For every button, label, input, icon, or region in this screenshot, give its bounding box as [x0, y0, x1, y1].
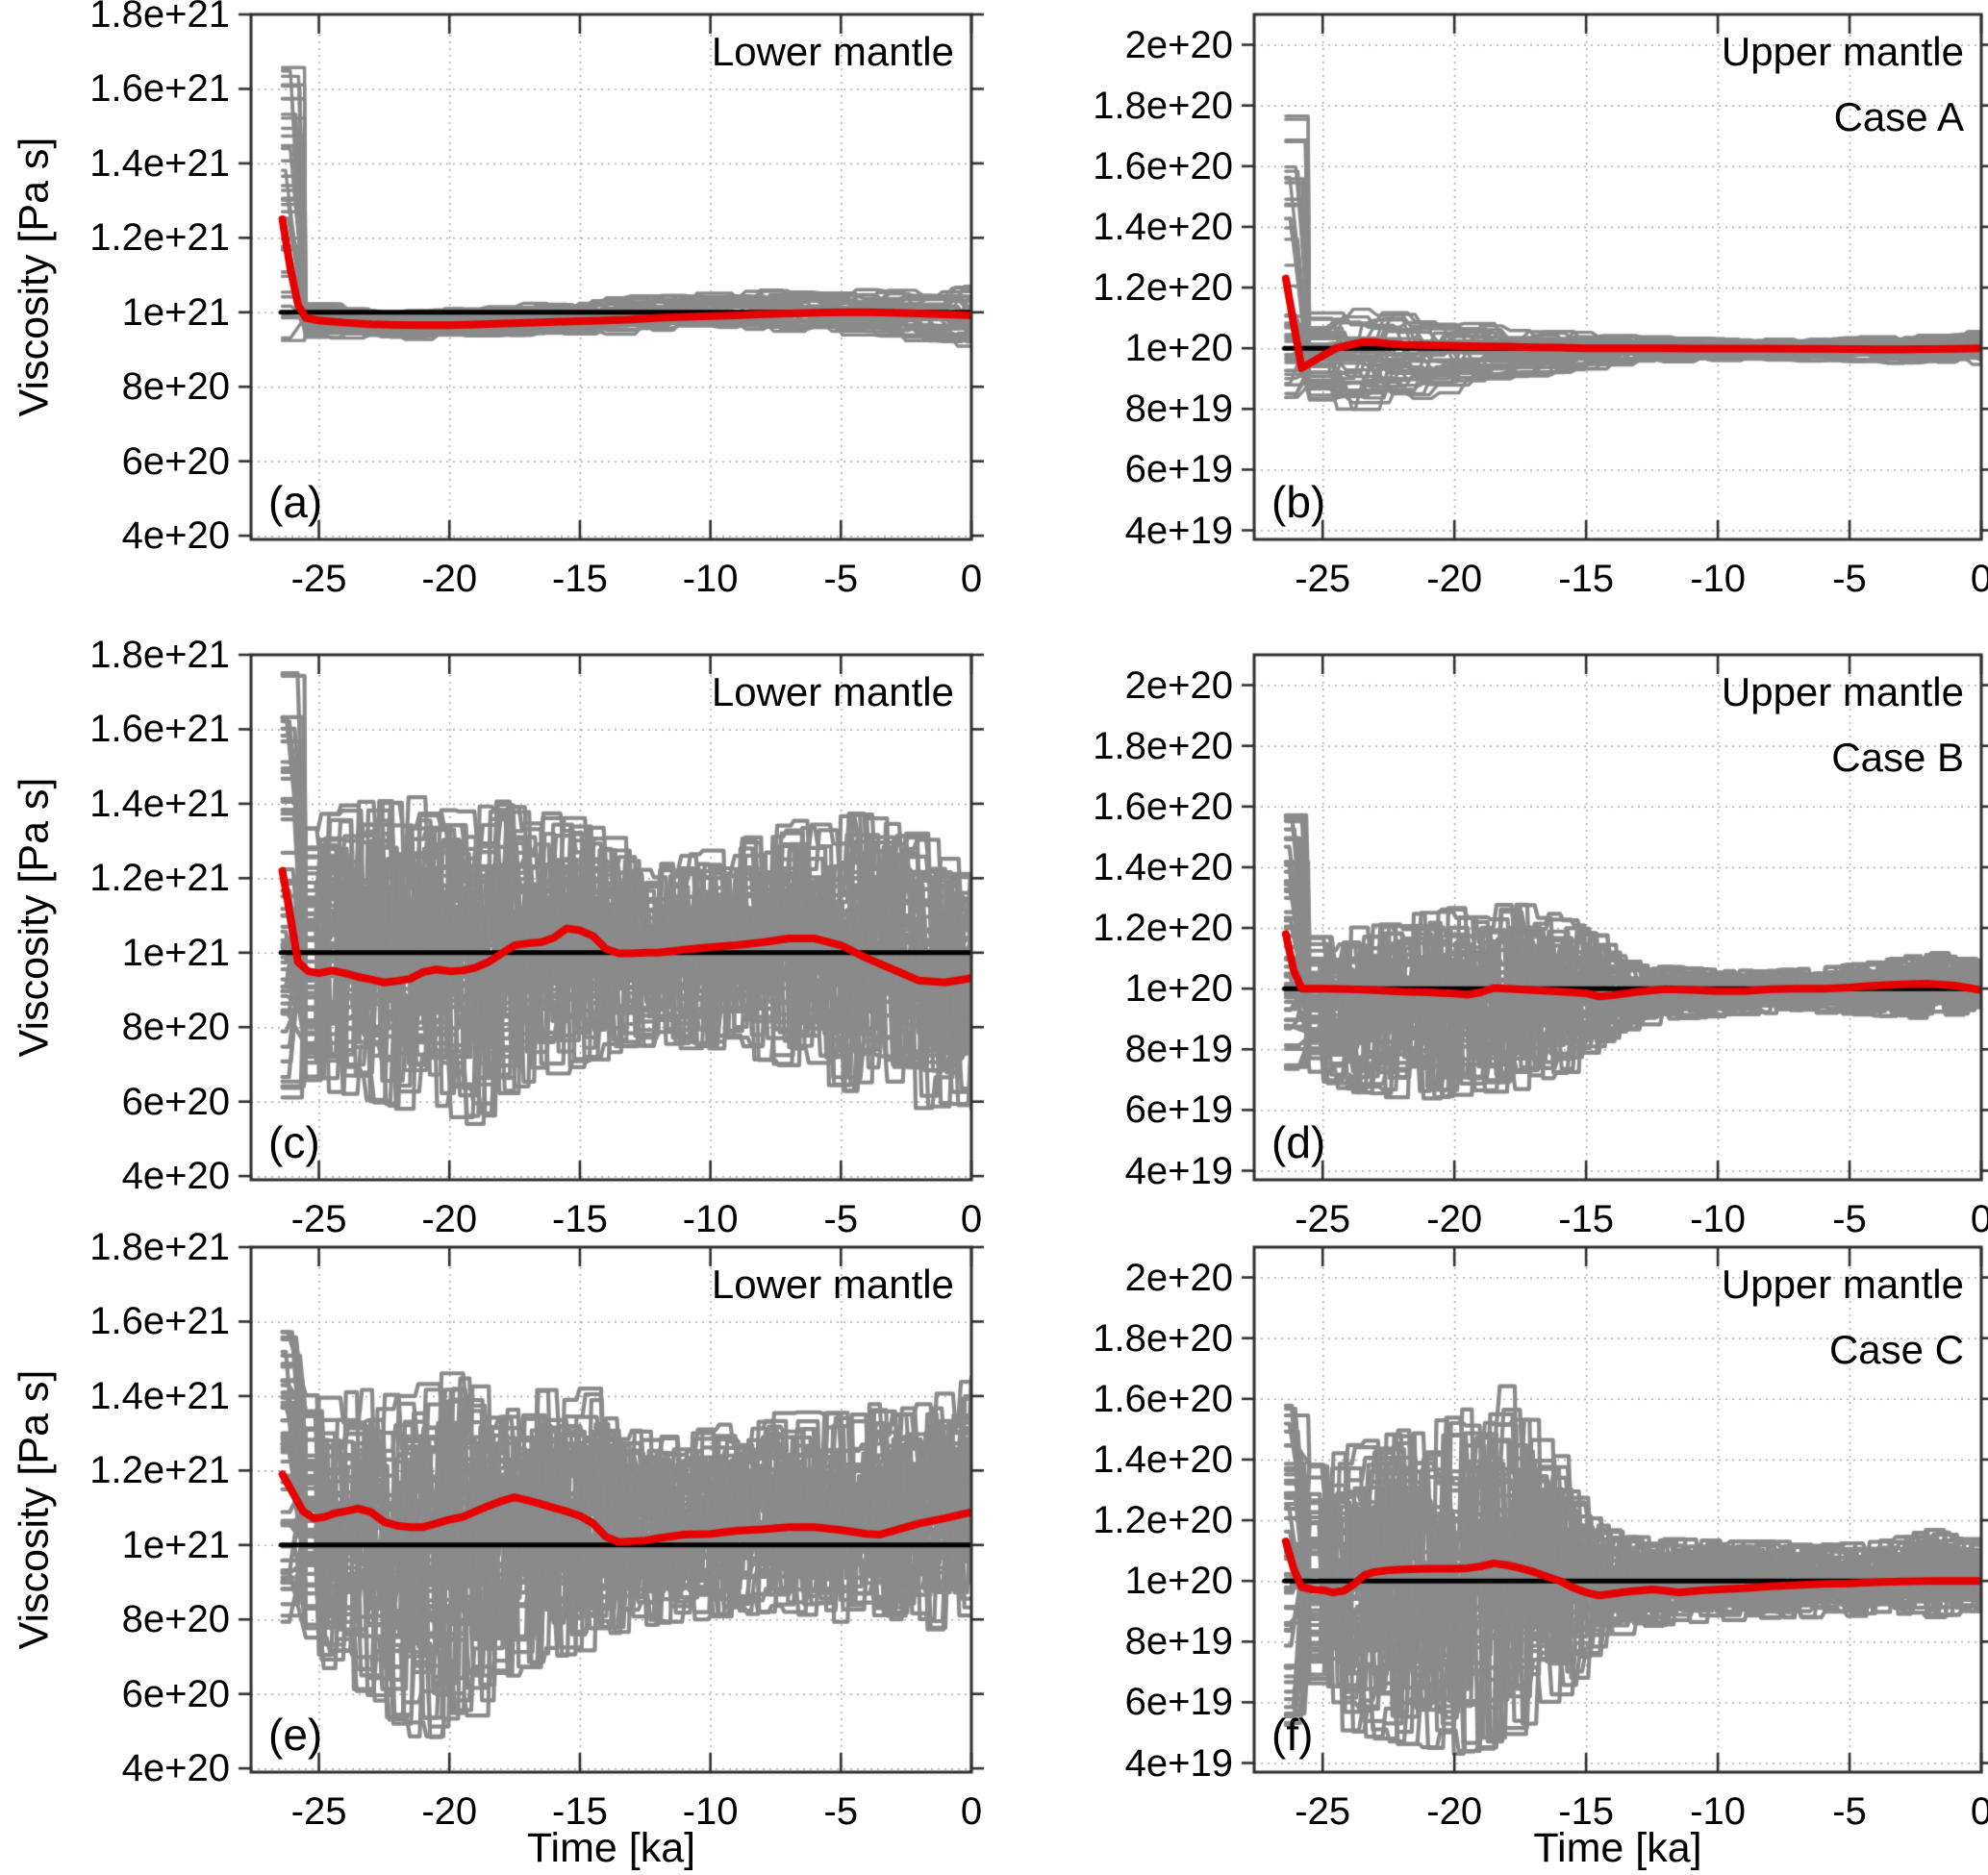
y-tick-label: 1e+21	[121, 290, 230, 334]
y-tick-label: 2e+20	[1124, 663, 1233, 707]
y-axis-title: Viscosity [Pa s]	[11, 1369, 58, 1650]
y-tick-label: 1.4e+21	[89, 1374, 230, 1417]
y-tick-label: 4e+19	[1124, 509, 1233, 552]
x-tick-label: -20	[421, 558, 478, 600]
x-tick-label: 0	[1970, 1790, 1988, 1833]
x-tick-label: -10	[1690, 1790, 1746, 1833]
y-axis-title: Viscosity [Pa s]	[11, 777, 58, 1058]
y-tick-label: 1.2e+21	[89, 1449, 230, 1492]
x-tick-label: -5	[1832, 558, 1867, 600]
x-tick-label: -10	[1690, 558, 1746, 600]
y-tick-label: 1.8e+20	[1093, 1316, 1233, 1360]
y-tick-label: 8e+19	[1124, 1028, 1233, 1071]
y-tick-label: 1.2e+21	[89, 857, 230, 900]
x-tick-label: -20	[1426, 1790, 1483, 1833]
x-tick-label: -15	[552, 1790, 608, 1833]
y-tick-label: 1.8e+20	[1093, 84, 1233, 127]
x-tick-label: -25	[1295, 558, 1351, 600]
x-tick-label: -5	[823, 1790, 859, 1833]
y-tick-label: 1.2e+21	[89, 216, 230, 260]
x-tick-label: 0	[1970, 558, 1988, 600]
y-tick-label: 1.4e+20	[1093, 205, 1233, 248]
x-tick-label: -10	[682, 1198, 739, 1240]
x-tick-label: -25	[1295, 1198, 1351, 1240]
y-tick-label: 2e+20	[1124, 23, 1233, 66]
y-tick-label: 1.2e+20	[1093, 1499, 1233, 1542]
y-tick-label: 1.6e+21	[89, 708, 230, 751]
x-axis-title: Time [ka]	[1533, 1825, 1702, 1871]
y-axis-title: Viscosity [Pa s]	[11, 137, 58, 417]
y-tick-label: 8e+20	[121, 365, 230, 409]
x-tick-label: -15	[552, 1198, 608, 1240]
y-tick-label: 1.6e+21	[89, 67, 230, 111]
x-tick-label: -10	[1690, 1198, 1746, 1240]
y-tick-label: 6e+19	[1124, 448, 1233, 491]
y-tick-label: 1.4e+21	[89, 782, 230, 825]
x-tick-label: -5	[823, 1198, 859, 1240]
x-tick-label: -25	[290, 558, 347, 600]
x-axis-title: Time [ka]	[526, 1825, 696, 1871]
x-tick-label: 0	[960, 1790, 983, 1833]
y-tick-label: 8e+20	[121, 1006, 230, 1049]
y-tick-label: 8e+19	[1124, 388, 1233, 431]
y-tick-label: 8e+19	[1124, 1620, 1233, 1663]
y-tick-label: 6e+19	[1124, 1681, 1233, 1724]
x-tick-label: -15	[1558, 1198, 1615, 1240]
y-tick-label: 1.8e+21	[89, 1226, 230, 1268]
x-tick-label: -20	[421, 1790, 478, 1833]
y-tick-label: 6e+20	[121, 439, 230, 483]
x-tick-label: -5	[1832, 1198, 1867, 1240]
y-tick-label: 1.2e+20	[1093, 907, 1233, 950]
y-tick-label: 4e+20	[121, 514, 230, 558]
y-tick-label: 1e+21	[121, 931, 230, 974]
x-tick-label: -5	[823, 558, 859, 600]
x-tick-label: 0	[960, 558, 983, 600]
x-tick-label: -25	[290, 1790, 347, 1833]
y-tick-label: 6e+20	[121, 1672, 230, 1715]
x-tick-label: -15	[552, 558, 608, 600]
y-tick-label: 6e+19	[1124, 1088, 1233, 1132]
y-tick-label: 1.8e+20	[1093, 724, 1233, 767]
y-tick-label: 1e+20	[1124, 327, 1233, 370]
x-tick-label: -10	[682, 1790, 739, 1833]
y-tick-label: 1.4e+20	[1093, 845, 1233, 888]
y-tick-label: 1.4e+20	[1093, 1438, 1233, 1481]
y-tick-label: 1.4e+21	[89, 141, 230, 185]
y-tick-label: 1.8e+21	[89, 0, 230, 36]
x-tick-label: -25	[290, 1198, 347, 1240]
y-tick-label: 1.8e+21	[89, 634, 230, 676]
y-tick-label: 4e+19	[1124, 1741, 1233, 1785]
x-tick-label: -25	[1295, 1790, 1351, 1833]
y-tick-label: 8e+20	[121, 1598, 230, 1641]
y-tick-label: 4e+20	[121, 1747, 230, 1790]
x-tick-label: -20	[421, 1198, 478, 1240]
y-tick-label: 1e+20	[1124, 1560, 1233, 1603]
y-tick-label: 2e+20	[1124, 1256, 1233, 1299]
x-tick-label: -10	[682, 558, 739, 600]
y-tick-label: 4e+20	[121, 1155, 230, 1198]
x-tick-label: -15	[1558, 1790, 1615, 1833]
y-tick-label: 1.6e+20	[1093, 1377, 1233, 1420]
x-tick-label: 0	[1970, 1198, 1988, 1240]
x-tick-label: 0	[960, 1198, 983, 1240]
y-tick-label: 6e+20	[121, 1080, 230, 1123]
x-tick-label: -15	[1558, 558, 1615, 600]
y-tick-label: 1.6e+21	[89, 1300, 230, 1343]
y-tick-label: 1.6e+20	[1093, 785, 1233, 828]
y-tick-label: 1.2e+20	[1093, 266, 1233, 310]
y-tick-label: 1e+21	[121, 1523, 230, 1566]
x-tick-label: -5	[1832, 1790, 1867, 1833]
x-tick-label: -20	[1426, 558, 1483, 600]
y-tick-label: 1e+20	[1124, 967, 1233, 1011]
x-tick-label: -20	[1426, 1198, 1483, 1240]
y-tick-label: 4e+19	[1124, 1149, 1233, 1192]
y-tick-label: 1.6e+20	[1093, 144, 1233, 188]
